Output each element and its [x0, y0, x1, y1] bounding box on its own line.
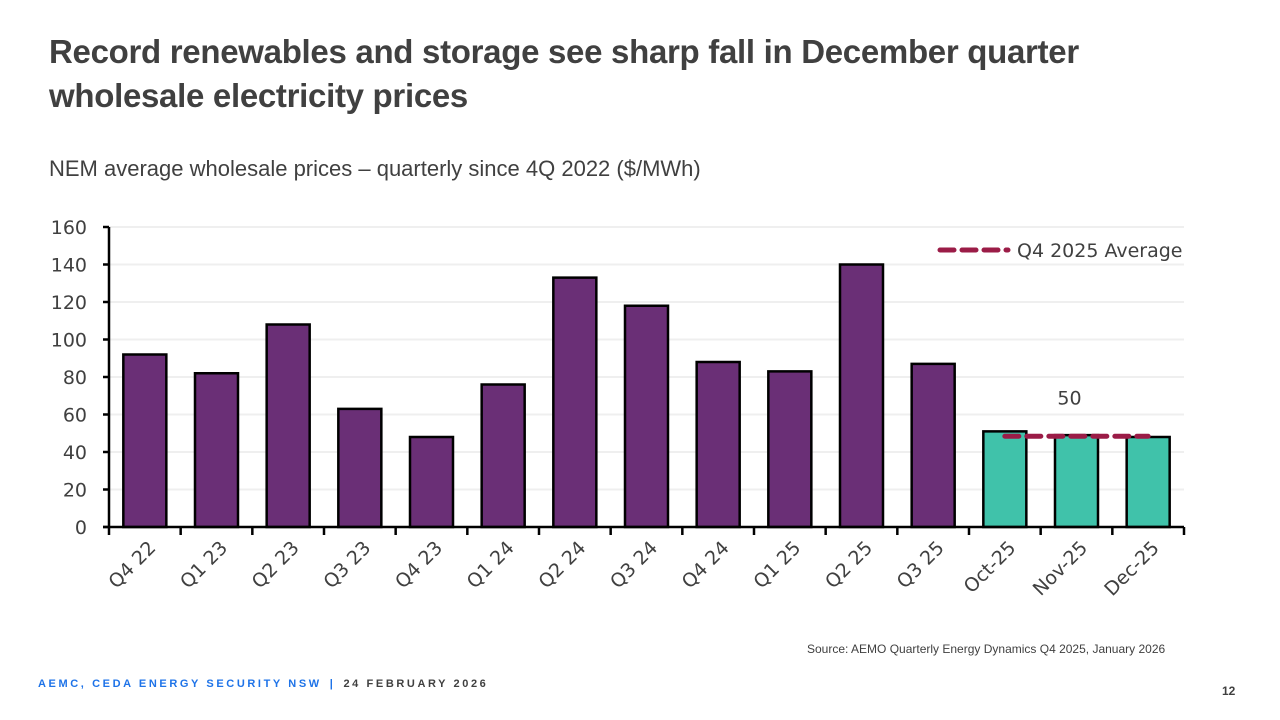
x-axis-labels: Q4 22 Q1 23 Q2 23 Q3 23 Q4 23 Q1 24 Q2 24 Q3 24…	[104, 537, 1163, 601]
y-axis-ticks: 0 20 40 60 80 100 120 140 160	[51, 217, 109, 539]
bar-q2-25	[838, 263, 885, 529]
bar-nov-25	[1053, 433, 1100, 529]
x-tick-label: Q1 25	[749, 537, 805, 593]
y-tick-label: 160	[51, 217, 87, 239]
y-tick-label: 120	[51, 292, 87, 314]
x-tick-label: Dec-25	[1100, 537, 1164, 601]
bar-q4-24	[695, 360, 741, 529]
x-tick-label: Q2 25	[821, 537, 877, 593]
y-tick-label: 0	[75, 517, 87, 539]
bar-q2-24	[552, 276, 598, 529]
footer: AEMC, CEDA ENERGY SECURITY NSW | 24 FEBRUA…	[38, 678, 488, 690]
source-note: Source: AEMO Quarterly Energy Dynamics Q…	[807, 642, 1166, 656]
bar-q3-24	[623, 304, 670, 529]
bar-q1-25	[767, 370, 813, 529]
x-tick-label: Q4 23	[391, 537, 447, 593]
bar-q2-23	[265, 323, 311, 529]
bar-dec-25	[1125, 435, 1171, 529]
footer-date: 24 FEBRUARY 2026	[343, 678, 489, 690]
x-tick-label: Q1 23	[176, 537, 232, 593]
chart-subtitle: NEM average wholesale prices – quarterly…	[49, 156, 701, 181]
x-tick-label: Q4 22	[104, 537, 160, 593]
bar-q3-25	[910, 362, 956, 529]
legend: Q4 2025 Average	[937, 240, 1183, 262]
bar-q4-23	[408, 435, 455, 529]
axes	[103, 227, 1186, 535]
y-tick-label: 100	[51, 330, 87, 352]
bar-q3-23	[337, 407, 383, 529]
footer-organisation: AEMC, CEDA ENERGY SECURITY NSW	[38, 678, 322, 690]
legend-label-average: Q4 2025 Average	[1017, 240, 1183, 262]
x-tick-label: Q2 24	[534, 537, 590, 593]
y-tick-label: 20	[63, 480, 87, 502]
bar-oct-25	[982, 430, 1028, 529]
x-tick-label: Q3 23	[319, 537, 375, 593]
y-tick-label: 60	[63, 405, 87, 427]
bar-q1-24	[480, 383, 526, 529]
footer-separator: |	[329, 678, 336, 690]
x-tick-label: Q2 23	[248, 537, 304, 593]
y-tick-label: 40	[63, 442, 87, 464]
bar-q4-22	[122, 353, 168, 529]
x-tick-label: Q3 24	[606, 537, 662, 593]
x-tick-label: Nov-25	[1029, 537, 1092, 600]
x-tick-label: Q4 24	[678, 537, 734, 593]
price-bar-chart: 0 20 40 60 80 100 120 140 160 Q4 22 Q1 23 Q2 23 Q3 …	[51, 217, 1186, 601]
average-value-label: 50	[1057, 387, 1081, 409]
y-tick-label: 140	[51, 255, 87, 277]
x-tick-label: Q3 25	[893, 537, 949, 593]
bar-q1-23	[193, 372, 240, 529]
y-tick-label: 80	[63, 367, 87, 389]
average-line-group: 50	[1002, 387, 1151, 439]
slide-title: Record renewables and storage see sharp …	[49, 33, 1079, 114]
x-tick-label: Oct-25	[960, 537, 1021, 598]
bars	[122, 263, 1171, 529]
page-number: 12	[1222, 684, 1236, 698]
x-tick-label: Q1 24	[463, 537, 519, 593]
